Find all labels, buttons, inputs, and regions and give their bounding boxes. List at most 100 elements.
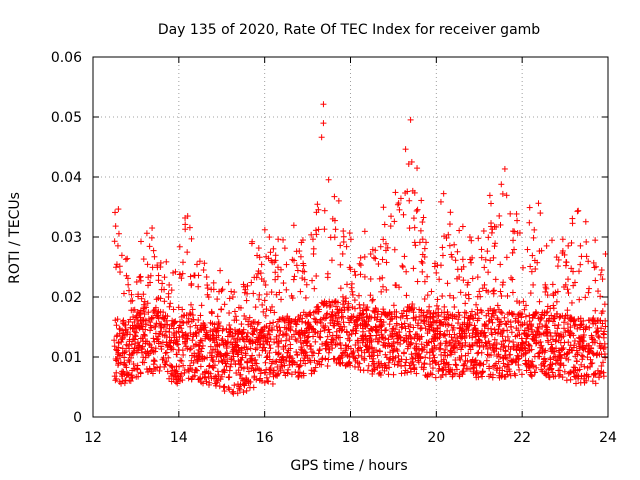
data-point — [597, 293, 604, 300]
data-point — [322, 355, 329, 362]
data-point — [158, 324, 165, 331]
data-point — [294, 351, 301, 358]
data-point — [262, 359, 269, 366]
data-point — [407, 328, 414, 335]
data-point — [201, 260, 208, 267]
data-point — [262, 281, 269, 288]
data-point — [189, 306, 196, 313]
data-point — [269, 303, 276, 310]
data-point — [187, 329, 194, 336]
data-point — [261, 226, 268, 233]
data-point — [297, 288, 304, 295]
data-point — [286, 358, 293, 365]
data-point — [342, 342, 349, 349]
data-point — [152, 323, 159, 330]
data-point — [152, 348, 159, 355]
data-point — [291, 331, 298, 338]
data-point — [150, 247, 157, 254]
data-point — [388, 213, 395, 220]
data-point — [238, 345, 245, 352]
data-point — [142, 326, 149, 333]
data-point — [205, 294, 212, 301]
data-point — [240, 365, 247, 372]
data-point — [266, 234, 273, 241]
data-point — [271, 339, 278, 346]
data-point — [247, 345, 254, 352]
data-point — [151, 253, 158, 260]
data-point — [324, 270, 331, 277]
data-point — [221, 301, 228, 308]
data-point — [228, 288, 235, 295]
data-point — [316, 333, 323, 340]
data-point — [204, 282, 211, 289]
data-point — [414, 278, 421, 285]
data-point — [406, 225, 413, 232]
data-point — [163, 358, 170, 365]
data-point — [200, 380, 207, 387]
data-point — [386, 321, 393, 328]
data-point — [170, 306, 177, 313]
data-point — [399, 264, 406, 271]
data-point — [447, 209, 454, 216]
data-point — [433, 269, 440, 276]
data-point — [492, 240, 499, 247]
data-point — [321, 226, 328, 233]
data-point — [141, 311, 148, 318]
data-point — [592, 237, 599, 244]
data-point — [160, 315, 167, 322]
data-point — [372, 255, 379, 262]
data-point — [550, 305, 557, 312]
data-point — [514, 217, 521, 224]
data-point — [175, 328, 182, 335]
data-point — [175, 304, 182, 311]
data-point — [128, 341, 135, 348]
data-point — [173, 351, 180, 358]
y-tick-labels: 0 0.01 0.02 0.03 0.04 0.05 0.06 — [51, 50, 82, 426]
data-point — [324, 310, 331, 317]
data-point — [224, 352, 231, 359]
data-point — [484, 248, 491, 255]
data-point — [543, 242, 550, 249]
data-point — [310, 250, 317, 257]
data-point — [391, 218, 398, 225]
data-point — [506, 338, 513, 345]
data-point — [237, 371, 244, 378]
data-point — [252, 346, 259, 353]
data-point — [478, 246, 485, 253]
data-point — [575, 207, 582, 214]
data-point — [436, 346, 443, 353]
data-point — [168, 287, 175, 294]
data-point — [129, 297, 136, 304]
data-point — [377, 243, 384, 250]
data-point — [299, 268, 306, 275]
data-point — [583, 238, 590, 245]
data-point — [178, 325, 185, 332]
data-point — [203, 378, 210, 385]
data-point — [217, 267, 224, 274]
data-point — [133, 329, 140, 336]
data-point — [568, 239, 575, 246]
data-point — [274, 264, 281, 271]
data-point — [310, 245, 317, 252]
data-point — [567, 376, 574, 383]
data-point — [407, 116, 414, 123]
data-point — [401, 253, 408, 260]
data-point — [439, 252, 446, 259]
data-point — [296, 248, 303, 255]
data-point — [269, 326, 276, 333]
data-point — [232, 313, 239, 320]
data-point — [256, 352, 263, 359]
data-point — [480, 227, 487, 234]
data-point — [582, 218, 589, 225]
data-point — [131, 318, 138, 325]
data-point — [311, 368, 318, 375]
data-point — [485, 269, 492, 276]
data-point — [509, 289, 516, 296]
data-point — [137, 277, 144, 284]
data-point — [510, 237, 517, 244]
data-point — [454, 248, 461, 255]
data-point — [144, 300, 151, 307]
data-point — [576, 268, 583, 275]
data-point — [553, 298, 560, 305]
data-point — [131, 306, 138, 313]
